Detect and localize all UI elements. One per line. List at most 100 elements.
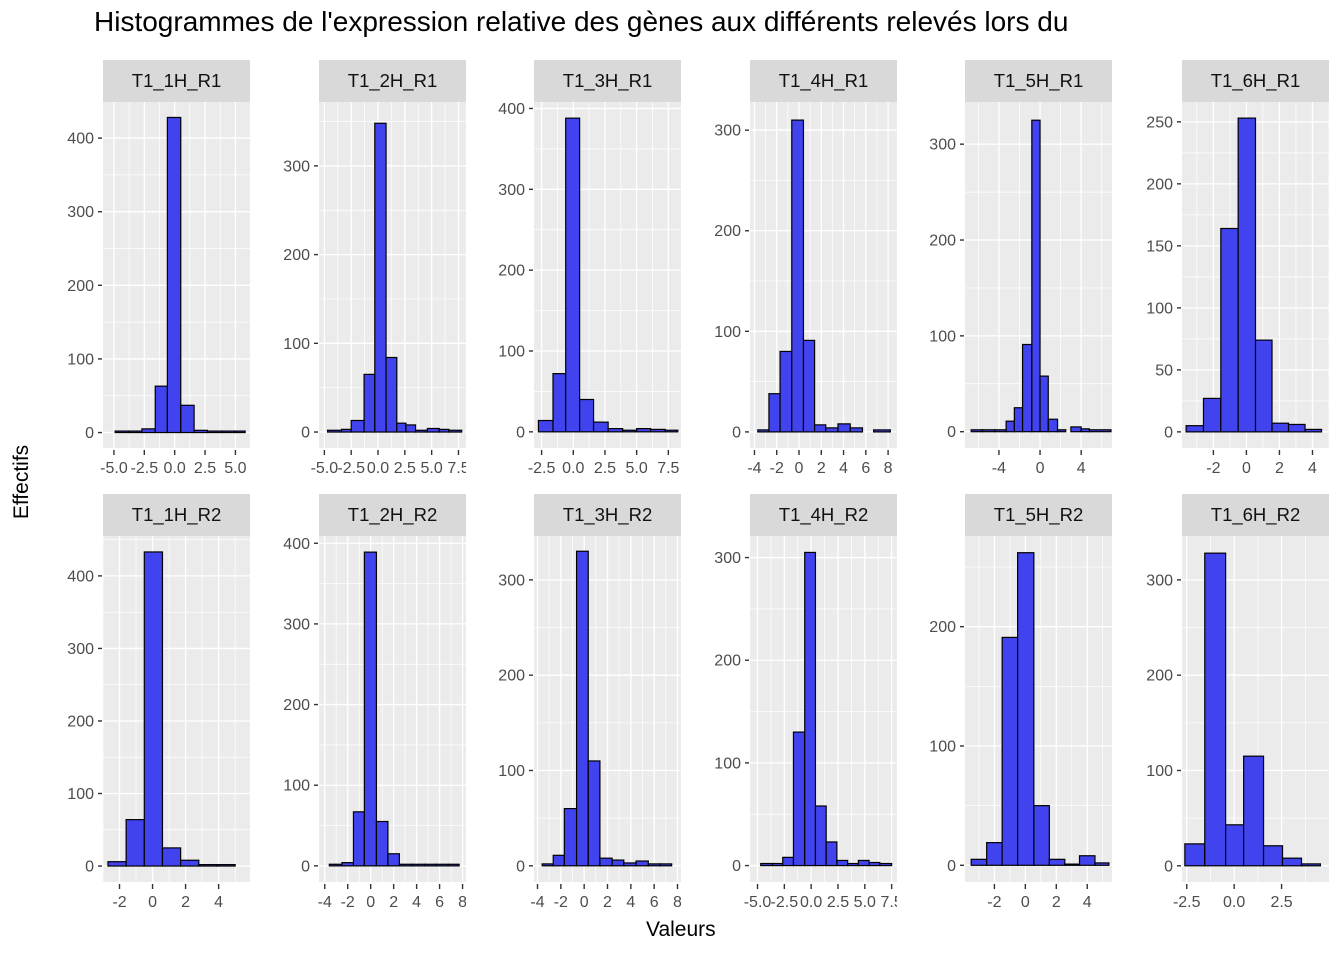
y-tick-label: 200 [67,713,94,730]
x-tick-label: -5.0 [100,460,128,477]
histogram-bar [1033,805,1050,866]
histogram-bar [970,429,984,433]
histogram-bar [1070,426,1082,433]
histogram-bar [768,393,781,433]
x-tick-label: 0 [1242,460,1251,477]
histogram-bar [791,119,805,433]
facet-T1_5H_R1: T1_5H_R1 0 100 200 300 -4 0 4 [893,56,1112,486]
y-tick-label: 100 [929,738,956,755]
x-tick-label: 2 [817,460,826,477]
histogram-bar [363,373,376,433]
histogram-bar [216,863,236,867]
x-tick-label: 4 [839,460,848,477]
histogram-bar [802,339,816,433]
facet-strip [103,60,250,102]
histogram-bar [143,551,164,867]
histogram-bar [1271,422,1290,433]
histogram-bar [1287,423,1306,433]
histogram-bar [424,863,437,867]
histogram-bar [414,429,428,433]
y-tick-label: 300 [498,182,525,199]
x-tick-label: -2 [554,894,568,911]
histogram-bar [154,385,168,434]
histogram-bar [563,808,578,867]
histogram-bar [587,760,601,867]
histogram-bar [552,854,565,867]
x-tick-label: 0 [366,894,375,911]
x-tick-label: 4 [1077,460,1086,477]
x-tick-label: -2 [987,894,1001,911]
histogram-bar [398,863,413,867]
x-tick-label: 2.5 [827,894,849,911]
histogram-bar [198,863,218,867]
y-tick-label: 100 [714,324,741,341]
histogram-bar [340,428,352,433]
histogram-bar [814,805,827,867]
facet-strip-label: T1_1H_R2 [132,504,221,526]
y-tick-label: 0 [732,424,741,441]
histogram-bar [1064,863,1081,866]
histogram-bar [1001,636,1019,866]
facet-plot: T1_6H_R1 0 50 100 150 200 250 -2 0 2 4 [1146,60,1329,477]
x-tick-label: 2.5 [1270,894,1292,911]
histogram-bar [341,862,355,867]
facet-strip-label: T1_2H_R2 [348,504,437,526]
histogram-bar [1017,552,1035,866]
x-tick-label: 7.5 [447,460,466,477]
histogram-bar [350,419,365,433]
x-tick-label: 5.0 [224,460,246,477]
histogram-bar [623,862,637,867]
x-tick-label: 4 [1308,460,1317,477]
facet-strip [319,60,466,102]
y-tick-label: 300 [714,550,741,567]
histogram-bar [234,430,246,434]
y-tick-label: 100 [283,336,310,353]
y-tick-label: 150 [1146,238,1173,255]
facet-strip [534,494,681,536]
facet-strip-label: T1_2H_R1 [348,70,437,92]
y-tick-label: 0 [85,859,94,876]
facet-T1_4H_R1: T1_4H_R1 0 100 200 300 -4 -2 0 2 4 6 8 [678,56,897,486]
y-tick-label: 300 [283,158,310,175]
x-tick-label: 5.0 [626,460,648,477]
panel-background [750,102,897,448]
histogram-bar [1048,858,1066,866]
x-tick-label: 0 [148,894,157,911]
histogram-bar [448,429,463,433]
histogram-bar [326,429,343,433]
histogram-bar [161,847,182,867]
histogram-bar [849,427,864,433]
x-tick-label: 8 [884,460,893,477]
histogram-bar [1056,429,1067,433]
x-tick-label: 4 [214,894,223,911]
histogram-bar [1185,425,1205,433]
y-tick-label: 0 [301,425,310,442]
histogram-bar [1304,428,1323,433]
histogram-bar [779,350,793,433]
x-tick-label: 4 [412,894,421,911]
histogram-bar [981,429,996,433]
histogram-bar [782,856,795,867]
y-tick-label: 0 [516,858,525,875]
y-tick-label: 100 [67,786,94,803]
facet-plot: T1_4H_R2 0 100 200 300 -5.0-2.50.0 2.5 5.0 7.5 [714,494,897,911]
y-tick-label: 400 [67,131,94,148]
facet-T1_2H_R2: T1_2H_R2 0 100 200 300 400 -4 -2 0 2 4 6 8 [247,490,466,920]
histogram-bar [352,811,365,867]
x-tick-label: 0.0 [562,460,584,477]
x-tick-label: 0 [1021,894,1030,911]
histogram-bar [387,853,400,867]
x-tick-label: 4 [1083,894,1092,911]
facet-strip-label: T1_1H_R1 [132,70,221,92]
x-tick-label: 2 [181,894,190,911]
histogram-bar [127,430,143,434]
histogram-bar [180,404,195,434]
x-tick-label: 8 [458,894,466,911]
y-tick-label: 250 [1146,114,1173,131]
x-tick-label: -4 [747,460,761,477]
x-tick-label: -2.5 [131,460,159,477]
histogram-bar [771,862,784,867]
histogram-bar [221,430,237,434]
